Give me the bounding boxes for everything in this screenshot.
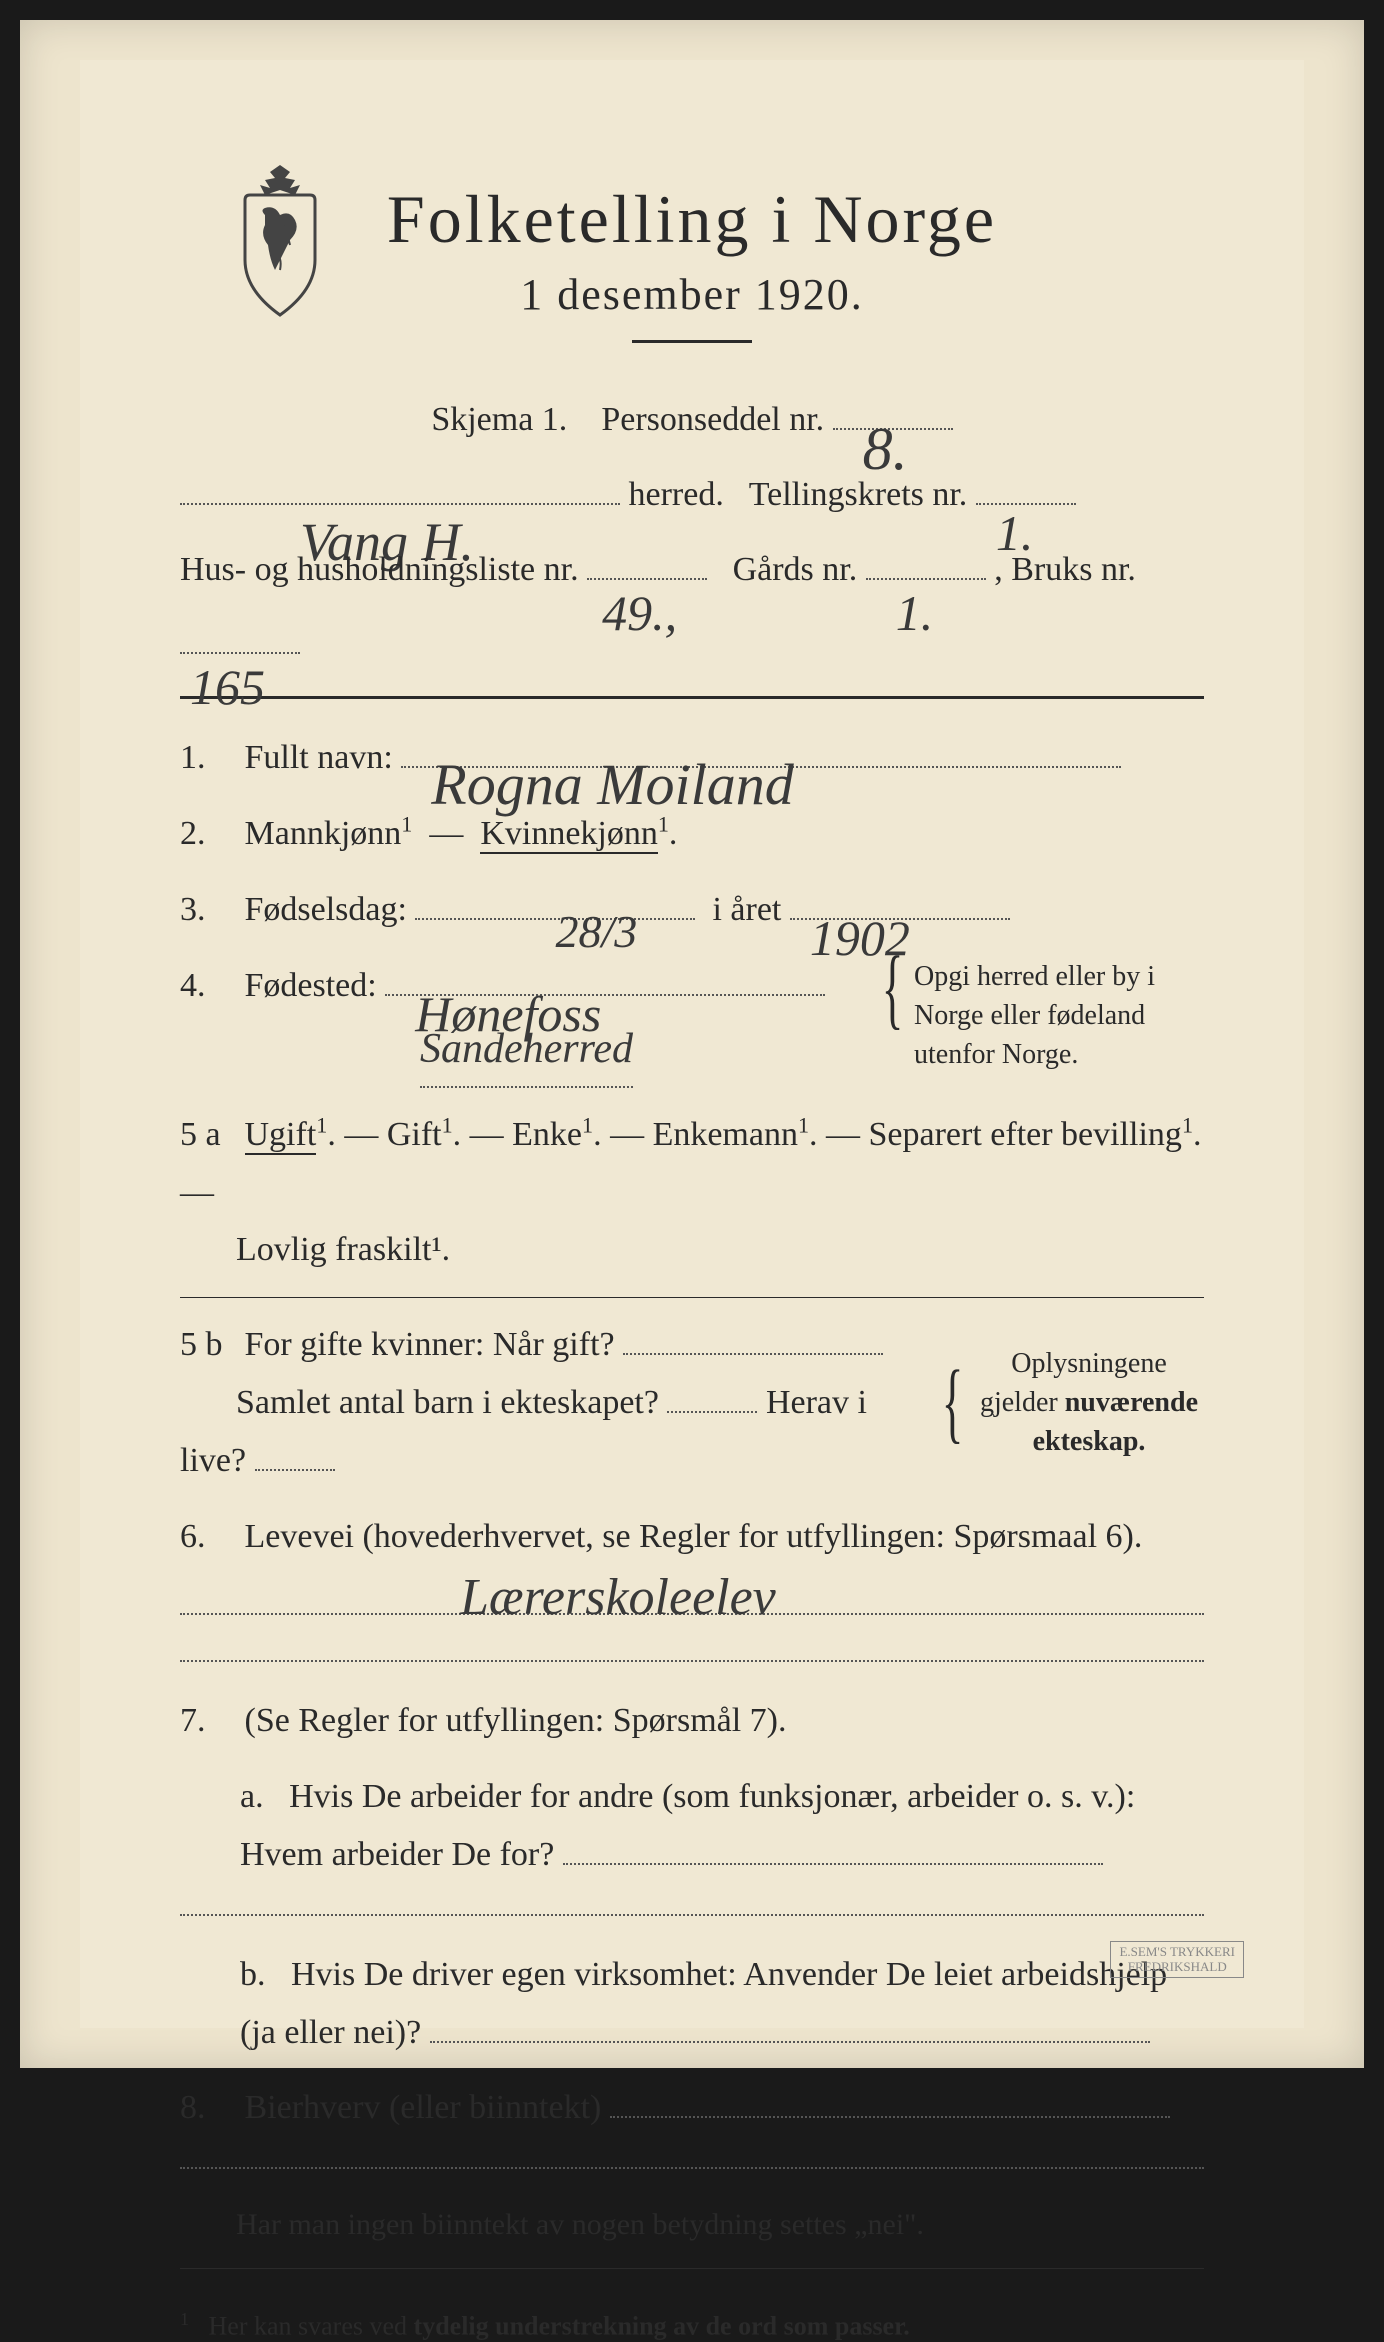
q2-num: 2. — [180, 805, 236, 863]
printer-stamp: E.SEM'S TRYKKERI FREDRIKSHALD — [1110, 1941, 1244, 1978]
question-1: 1. Fullt navn: Rogna Moiland — [180, 729, 1204, 787]
q4-label: Fødested: — [245, 967, 377, 1004]
q7a-fill — [180, 1914, 1204, 1916]
q4-value2: Sandeherred — [420, 1014, 633, 1085]
q3-num: 3. — [180, 881, 236, 939]
q7-num: 7. — [180, 1692, 236, 1750]
document-inner: Folketelling i Norge 1 desember 1920. Sk… — [80, 60, 1304, 2028]
bruks-nr: 165 — [190, 632, 265, 742]
q5b-label: For gifte kvinner: Når gift? — [245, 1326, 615, 1363]
question-8: 8. Bierhverv (eller biinntekt) — [180, 2079, 1204, 2137]
question-4: 4. Fødested: Hønefoss Sandeherred { Opgi… — [180, 957, 1204, 1088]
gards-label: Gårds nr. — [733, 551, 858, 588]
husliste-nr: 49., — [602, 558, 677, 668]
section-divider — [180, 696, 1204, 699]
q5a-num: 5 a — [180, 1106, 236, 1164]
meta-line-2: Vang H. herred. Tellingskrets nr. 1. — [180, 458, 1204, 533]
q7b-text2: (ja eller nei)? — [240, 2014, 421, 2051]
q5a-ugift: Ugift — [245, 1116, 317, 1155]
scanned-page: Folketelling i Norge 1 desember 1920. Sk… — [20, 20, 1364, 2068]
footnote: 1 Her kan svares ved tydelig understrekn… — [180, 2309, 1204, 2342]
question-7: 7. (Se Regler for utfyllingen: Spørsmål … — [180, 1692, 1204, 1750]
footer-divider — [180, 2268, 1204, 2269]
question-7b: b. Hvis De driver egen virksomhet: Anven… — [240, 1946, 1204, 2062]
q3-label: Fødselsdag: — [245, 891, 407, 928]
question-2: 2. Mannkjønn1 — Kvinnekjønn1. — [180, 805, 1204, 863]
q4-note: Opgi herred eller by i Norge eller fødel… — [914, 957, 1204, 1075]
question-5a: 5 a Ugift1. — Gift1. — Enke1. — Enkemann… — [180, 1106, 1204, 1279]
norway-crest-icon — [220, 160, 340, 320]
question-3: 3. Fødselsdag: 28/3 i året 1902 — [180, 881, 1204, 939]
q5b-label2: Samlet antal barn i ekteskapet? — [236, 1384, 659, 1421]
q5a-line2: Lovlig fraskilt¹. — [236, 1231, 450, 1268]
q2-kvinne: Kvinnekjønn — [480, 815, 658, 854]
herred-label: herred. — [629, 476, 724, 513]
q7a-text2: Hvem arbeider De for? — [240, 1836, 554, 1873]
q7a-label: a. — [240, 1778, 264, 1815]
q8-num: 8. — [180, 2079, 236, 2137]
q4-num: 4. — [180, 957, 236, 1015]
brace-icon-2: { — [942, 1371, 964, 1434]
tellingskrets-label: Tellingskrets nr. — [749, 476, 968, 513]
meta-line-1: Skjema 1. Personseddel nr. 8. — [180, 383, 1204, 458]
q2-mann: Mannkjønn — [245, 815, 402, 852]
question-5b: 5 b For gifte kvinner: Når gift? Samlet … — [180, 1316, 1204, 1489]
bruks-label: , Bruks nr. — [994, 551, 1136, 588]
q6-fill: Lærerskoleelev — [180, 1613, 1204, 1615]
q7-label: (Se Regler for utfyllingen: Spørsmål 7). — [245, 1702, 787, 1739]
meta-line-3: Hus- og husholdningsliste nr. 49., Gårds… — [180, 533, 1204, 683]
q5b-note: Oplysningene gjelder nuværende ekteskap. — [974, 1344, 1204, 1462]
q6-label: Levevei (hovederhvervet, se Regler for u… — [245, 1518, 1143, 1555]
thin-divider-1 — [180, 1297, 1204, 1298]
q7a-text: Hvis De arbeider for andre (som funksjon… — [289, 1778, 1135, 1815]
q6-num: 6. — [180, 1508, 236, 1566]
question-6: 6. Levevei (hovederhvervet, se Regler fo… — [180, 1508, 1204, 1566]
document-header: Folketelling i Norge 1 desember 1920. — [180, 180, 1204, 343]
footer-note: Har man ingen biinntekt av nogen betydni… — [236, 2199, 1204, 2250]
q7b-text: Hvis De driver egen virksomhet: Anvender… — [291, 1956, 1167, 1993]
gards-nr: 1. — [896, 558, 934, 668]
q7b-label: b. — [240, 1956, 266, 1993]
header-divider — [632, 340, 752, 343]
personseddel-label: Personseddel nr. — [601, 401, 824, 438]
q5b-num: 5 b — [180, 1316, 236, 1374]
q6-value: Lærerskoleelev — [460, 1568, 776, 1627]
brace-icon: { — [882, 957, 904, 1020]
skjema-label: Skjema 1. — [431, 401, 567, 438]
question-7a: a. Hvis De arbeider for andre (som funks… — [240, 1768, 1204, 1884]
q8-fill — [180, 2167, 1204, 2169]
q1-label: Fullt navn: — [245, 729, 393, 787]
husliste-label: Hus- og husholdningsliste nr. — [180, 551, 579, 588]
q3-year-label: i året — [712, 891, 781, 928]
q8-label: Bierhverv (eller biinntekt) — [245, 2089, 602, 2126]
q6-fill-2 — [180, 1660, 1204, 1662]
q1-num: 1. — [180, 729, 236, 787]
